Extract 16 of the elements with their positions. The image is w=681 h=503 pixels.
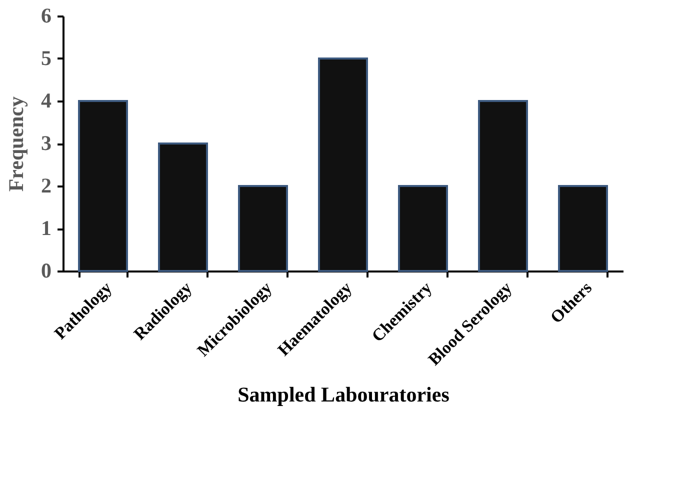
y-tick-label: 2 bbox=[41, 174, 52, 198]
y-tick-label: 1 bbox=[41, 216, 52, 240]
y-tick-label: 3 bbox=[41, 131, 52, 155]
bar bbox=[158, 142, 208, 272]
y-tick-label: 6 bbox=[41, 4, 52, 28]
y-tick-label: 5 bbox=[41, 46, 52, 70]
bar bbox=[318, 58, 368, 272]
bar bbox=[398, 185, 448, 272]
y-tick-label: 4 bbox=[41, 88, 52, 112]
y-tick-label: 0 bbox=[41, 258, 52, 282]
bar bbox=[78, 100, 128, 272]
x-axis-title: Sampled Labouratories bbox=[238, 382, 450, 406]
bar bbox=[478, 100, 528, 272]
bar bbox=[558, 185, 608, 272]
y-axis-title: Frequency bbox=[4, 96, 28, 192]
bar bbox=[238, 185, 288, 272]
